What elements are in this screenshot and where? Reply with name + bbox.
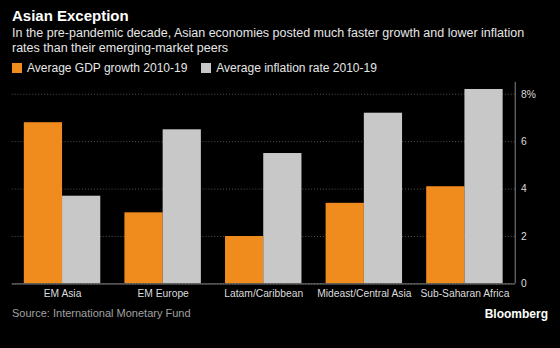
- html-text:Source: International Monetary: Source: International Monetary Fund: [12, 306, 191, 319]
- svg-text:8%: 8%: [521, 89, 536, 100]
- html-text:In the pre-pandemic decade, As: In the pre-pandemic decade, Asian econom…: [12, 26, 525, 55]
- svg-text:EM Europe: EM Europe: [137, 288, 189, 299]
- svg-text:EM Asia: EM Asia: [44, 288, 82, 299]
- html-text:Asian Exception: Asian Exception: [12, 7, 129, 24]
- svg-text:6: 6: [521, 136, 527, 147]
- html-text:Average GDP growth 2010-19: Average GDP growth 2010-19: [27, 61, 188, 75]
- svg-text:2: 2: [521, 231, 527, 242]
- svg-text:Latam/Caribbean: Latam/Caribbean: [224, 288, 303, 299]
- svg-text:Sub-Saharan Africa: Sub-Saharan Africa: [420, 288, 509, 299]
- html-text:Average inflation rate 2010-19: Average inflation rate 2010-19: [216, 61, 377, 75]
- svg-text:0: 0: [521, 278, 527, 289]
- html-text:Bloomberg: Bloomberg: [484, 306, 548, 321]
- svg-text:Mideast/Central Asia: Mideast/Central Asia: [317, 288, 411, 299]
- svg-text:4: 4: [521, 183, 527, 194]
